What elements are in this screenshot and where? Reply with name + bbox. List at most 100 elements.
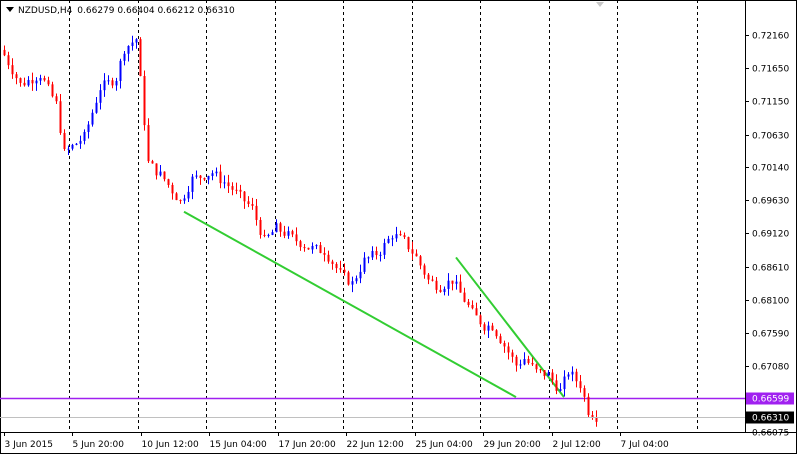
- candle-body: [487, 325, 490, 331]
- candle-body: [11, 65, 14, 75]
- candle-body: [159, 171, 162, 176]
- candle-body: [267, 234, 270, 237]
- y-tick-label: 0.69630: [752, 197, 789, 207]
- candle-body: [115, 80, 118, 86]
- candle-body: [259, 219, 262, 235]
- candle-body: [295, 234, 298, 242]
- candle-body: [131, 42, 134, 46]
- candle-body: [207, 175, 210, 180]
- candle-body: [171, 184, 174, 194]
- candle-body: [323, 252, 326, 255]
- candle-body: [43, 77, 46, 81]
- candle-body: [375, 250, 378, 256]
- candle-body: [379, 254, 382, 256]
- candle-body: [587, 396, 590, 416]
- candle-body: [371, 250, 374, 258]
- candle-body: [355, 278, 358, 282]
- candle-body: [39, 77, 42, 81]
- y-tick-label: 0.68100: [752, 297, 789, 307]
- candle-body: [79, 140, 82, 144]
- candle-body: [287, 231, 290, 236]
- candle-body: [191, 176, 194, 192]
- candle-body: [527, 359, 530, 363]
- candle-body: [31, 79, 34, 84]
- candle-body: [35, 80, 38, 84]
- candle-body: [263, 234, 266, 237]
- x-tick-label: 15 Jun 04:00: [210, 440, 267, 450]
- candle-body: [567, 374, 570, 377]
- candle-body: [327, 254, 330, 262]
- candle-body: [575, 371, 578, 382]
- candle-body: [179, 200, 182, 202]
- candle-body: [235, 189, 238, 191]
- candle-body: [7, 55, 10, 66]
- candle-body: [595, 418, 598, 422]
- candle-body: [415, 253, 418, 257]
- y-tick-label: 0.68610: [752, 264, 789, 274]
- candle-body: [343, 269, 346, 273]
- candle-body: [467, 301, 470, 306]
- candle-body: [423, 265, 426, 275]
- candle-body: [83, 131, 86, 141]
- candle-body: [15, 74, 18, 79]
- candle-body: [563, 376, 566, 390]
- candle-body: [283, 231, 286, 236]
- x-tick-label: 7 Jul 04:00: [621, 440, 670, 450]
- candle-body: [291, 231, 294, 235]
- x-tick-label: 5 Jun 20:00: [73, 440, 125, 450]
- candle-body: [231, 186, 234, 190]
- candle-body: [511, 352, 514, 357]
- candle-body: [331, 261, 334, 264]
- candle-body: [311, 245, 314, 250]
- chart-ohlc: 0.66279 0.66404 0.66212 0.66310: [77, 6, 235, 16]
- chart-shift-marker[interactable]: [596, 2, 604, 7]
- candle-body: [59, 101, 62, 133]
- candle-body: [211, 173, 214, 176]
- candle-body: [143, 76, 146, 126]
- candle-body: [255, 205, 258, 220]
- candle-body: [491, 325, 494, 331]
- x-tick-label: 22 Jun 12:00: [347, 440, 404, 450]
- candle-body: [431, 279, 434, 281]
- x-tick-label: 29 Jun 20:00: [484, 440, 541, 450]
- candle-body: [523, 359, 526, 365]
- candle-body: [299, 241, 302, 248]
- candle-body: [87, 124, 90, 132]
- y-tick-label: 0.67590: [752, 330, 789, 340]
- y-tick-label: 0.69120: [752, 230, 789, 240]
- candle-body: [187, 191, 190, 199]
- candle-body: [383, 242, 386, 255]
- candle-body: [451, 280, 454, 284]
- candle-body: [319, 245, 322, 253]
- candle-body: [399, 234, 402, 236]
- x-tick-label: 17 Jun 20:00: [279, 440, 336, 450]
- menu-triangle-icon[interactable]: [6, 7, 14, 12]
- trendlines: [183, 210, 565, 398]
- chart-header: NZDUSD,H4 0.66279 0.66404 0.66212 0.6631…: [6, 6, 235, 16]
- candle-body: [75, 143, 78, 145]
- price-labels: 0.66599 0.66310: [0, 392, 794, 424]
- trendline: [455, 256, 565, 398]
- candle-body: [219, 171, 222, 184]
- candle-body: [547, 372, 550, 377]
- candle-body: [419, 256, 422, 266]
- candle-body: [63, 132, 66, 150]
- y-tick-label: 0.66075: [752, 429, 789, 439]
- candle-body: [411, 249, 414, 254]
- candle-body: [23, 82, 26, 86]
- candle-body: [463, 292, 466, 302]
- candle-body: [139, 39, 142, 77]
- candle-body: [555, 380, 558, 391]
- candle-body: [483, 324, 486, 331]
- candle-body: [103, 80, 106, 91]
- candle-body: [475, 308, 478, 316]
- candle-body: [27, 79, 30, 86]
- candle-body: [123, 53, 126, 61]
- candle-body: [559, 389, 562, 391]
- candle-body: [507, 346, 510, 353]
- trendline: [183, 210, 517, 398]
- candle-body: [447, 280, 450, 289]
- y-tick-label: 0.67080: [752, 363, 789, 373]
